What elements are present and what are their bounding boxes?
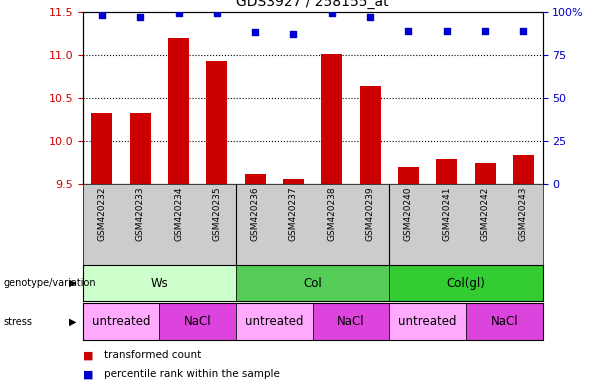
- Text: GSM420243: GSM420243: [519, 187, 528, 241]
- Bar: [360, 86, 381, 184]
- Text: GSM420234: GSM420234: [174, 187, 183, 241]
- Text: ■: ■: [83, 369, 93, 379]
- Text: GSM420235: GSM420235: [212, 187, 221, 242]
- Text: GSM420237: GSM420237: [289, 187, 298, 242]
- Bar: [513, 155, 534, 184]
- Bar: [207, 61, 227, 184]
- Point: [97, 12, 107, 18]
- Bar: [130, 114, 151, 184]
- Bar: [466, 303, 543, 340]
- Text: untreated: untreated: [398, 315, 457, 328]
- Point: [365, 13, 375, 20]
- Text: NaCl: NaCl: [337, 315, 365, 328]
- Text: genotype/variation: genotype/variation: [3, 278, 96, 288]
- Bar: [389, 265, 543, 301]
- Point: [212, 10, 222, 16]
- Text: transformed count: transformed count: [104, 350, 202, 360]
- Bar: [236, 303, 313, 340]
- Bar: [313, 303, 389, 340]
- Text: GSM420242: GSM420242: [481, 187, 490, 241]
- Point: [135, 13, 145, 20]
- Point: [327, 10, 337, 16]
- Text: GSM420236: GSM420236: [251, 187, 260, 242]
- Text: GSM420240: GSM420240: [404, 187, 413, 241]
- Text: NaCl: NaCl: [490, 315, 518, 328]
- Bar: [236, 265, 389, 301]
- Text: untreated: untreated: [92, 315, 150, 328]
- Bar: [168, 38, 189, 184]
- Bar: [389, 303, 466, 340]
- Text: Col: Col: [303, 277, 322, 290]
- Text: GSM420232: GSM420232: [97, 187, 107, 241]
- Text: untreated: untreated: [245, 315, 303, 328]
- Point: [519, 27, 528, 33]
- Text: ■: ■: [83, 350, 93, 360]
- Bar: [83, 265, 236, 301]
- Point: [289, 31, 299, 37]
- Point: [173, 10, 183, 16]
- Text: Ws: Ws: [151, 277, 168, 290]
- Text: percentile rank within the sample: percentile rank within the sample: [104, 369, 280, 379]
- Bar: [159, 303, 236, 340]
- Text: GSM420233: GSM420233: [135, 187, 145, 242]
- Bar: [283, 179, 304, 184]
- Point: [480, 27, 490, 33]
- Bar: [91, 113, 112, 184]
- Bar: [321, 54, 342, 184]
- Text: GSM420239: GSM420239: [365, 187, 375, 242]
- Point: [403, 27, 413, 33]
- Point: [250, 29, 260, 35]
- Point: [442, 27, 452, 33]
- Text: Col(gl): Col(gl): [446, 277, 485, 290]
- Text: stress: stress: [3, 316, 32, 327]
- Bar: [245, 174, 265, 184]
- Title: GDS3927 / 258155_at: GDS3927 / 258155_at: [237, 0, 389, 9]
- Text: ▶: ▶: [69, 278, 77, 288]
- Bar: [83, 303, 159, 340]
- Bar: [398, 167, 419, 184]
- Text: GSM420241: GSM420241: [442, 187, 451, 241]
- Text: ▶: ▶: [69, 316, 77, 327]
- Text: NaCl: NaCl: [184, 315, 211, 328]
- Bar: [474, 163, 495, 184]
- Text: GSM420238: GSM420238: [327, 187, 337, 242]
- Bar: [436, 159, 457, 184]
